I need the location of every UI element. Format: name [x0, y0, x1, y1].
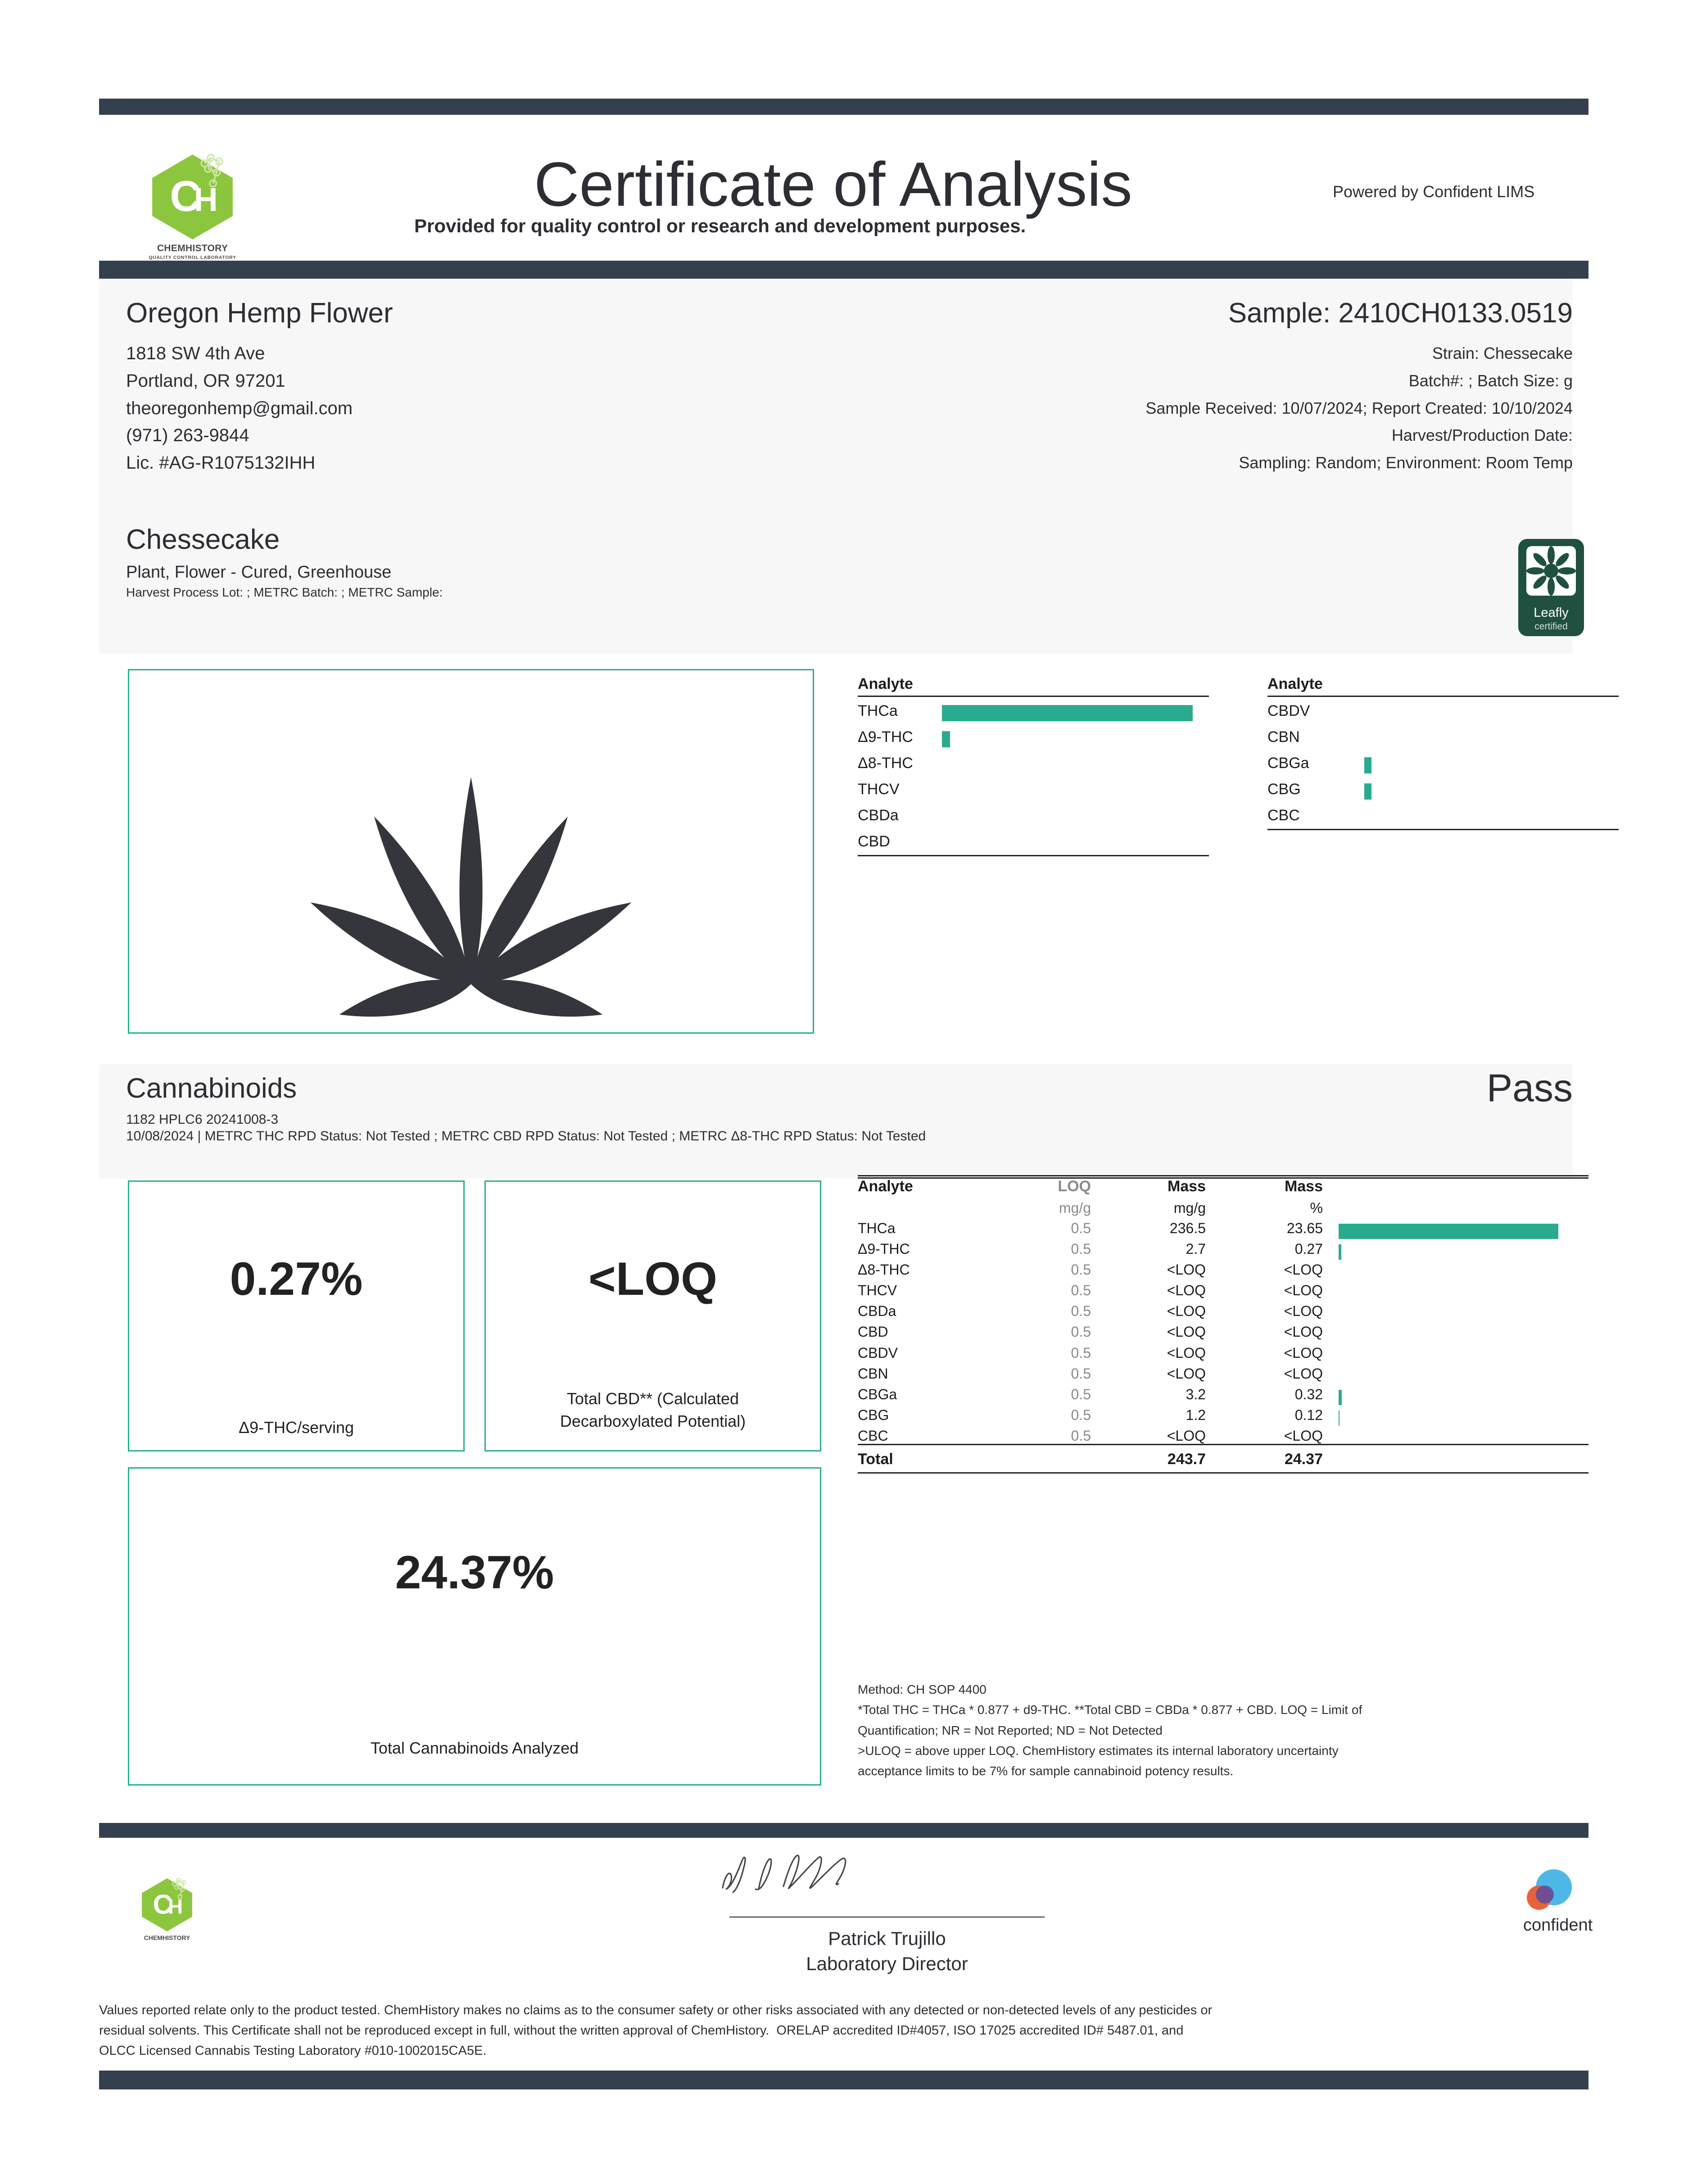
svg-text:H: H	[194, 181, 218, 218]
svg-text:H: H	[168, 1895, 183, 1918]
